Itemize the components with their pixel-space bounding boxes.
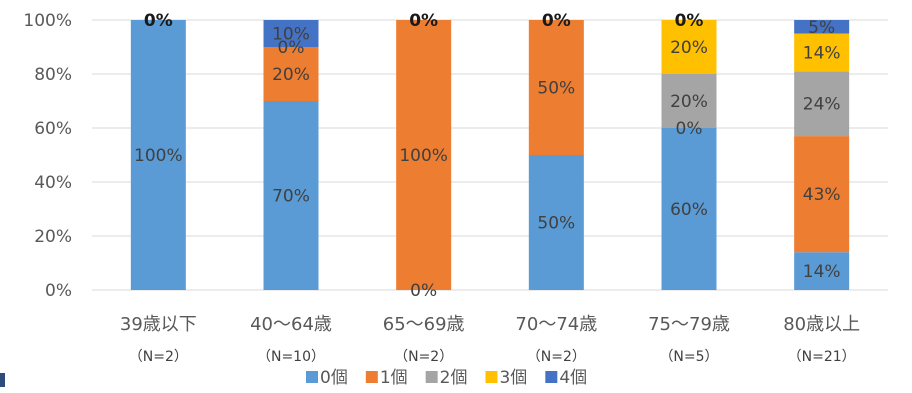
bar-segment [794,136,850,253]
x-category-label: 70～74歳 [515,314,597,335]
data-label: 50% [537,79,575,99]
data-label: 100% [399,146,448,166]
y-tick-label: 0% [45,281,72,301]
data-label: 0% [410,281,437,301]
data-label: 0% [676,119,703,139]
x-category-label: 39歳以下 [120,314,197,335]
legend-label: 3個 [499,368,527,388]
legend-label: 2個 [440,368,468,388]
bar-segment [794,252,850,290]
sample-size-label: （N=10） [257,349,325,365]
data-label: 50% [537,214,575,234]
sample-size-label: （N=2） [394,349,453,365]
y-tick-label: 60% [34,119,72,139]
bar-segment [661,20,717,74]
legend-swatch [545,371,558,383]
data-label: 0% [675,11,704,31]
sample-size-label: （N=21） [788,349,856,365]
y-tick-label: 40% [34,173,72,193]
x-axis: 39歳以下 （N=2） 40～64歳 （N=10） 65～69歳 （N=2） 70～74歳 （… [120,314,860,365]
y-axis: 0% 20% 40% 60% 80% 100% [23,11,72,301]
y-tick-label: 20% [34,227,72,247]
sample-size-label: （N=2） [129,349,188,365]
data-label: 10% [272,25,310,45]
bar-segment [794,71,850,137]
data-label: 0% [542,11,571,31]
legend-label: 4個 [559,368,587,388]
bar-segment [528,155,584,290]
data-label: 20% [670,38,708,58]
legend-swatch [306,371,318,383]
data-label: 24% [803,95,841,115]
bar-segment [130,20,186,290]
data-label: 0% [409,11,438,31]
bar-segment [794,20,850,34]
bar-segment [263,47,319,101]
x-category-label: 40～64歳 [250,314,332,335]
legend-swatch [485,371,498,383]
data-label: 14% [803,43,841,63]
data-label: 0% [278,38,305,58]
legend-swatch [365,371,378,383]
data-label: 14% [803,262,841,282]
x-category-label: 80歳以上 [783,314,860,335]
data-labels: 100%0%70%20%0%10%0%100%0%50%50%0%60%0%20… [134,11,841,301]
bar-segment [661,128,717,290]
legend-label: 1個 [380,368,408,388]
x-category-label: 65～69歳 [383,314,465,335]
data-label: 60% [670,200,708,220]
legend-label: 0個 [320,368,348,388]
bar-segment [396,20,452,290]
gridlines [92,19,888,291]
bar-segment [794,33,850,72]
data-label: 70% [272,187,310,207]
data-label: 43% [803,185,841,205]
corner-marker [0,373,5,387]
data-label: 5% [808,18,835,38]
bar-segment [263,101,319,290]
legend: 0個 1個 2個 3個 4個 [306,368,587,388]
bar-segment [661,74,717,128]
bar-segment [528,20,584,155]
bars [130,20,850,290]
bar-segment [263,20,319,47]
sample-size-label: （N=2） [527,349,586,365]
data-label: 100% [134,146,183,166]
y-tick-label: 80% [34,65,72,85]
y-tick-label: 100% [23,11,72,31]
sample-size-label: （N=5） [659,349,718,365]
x-category-label: 75～79歳 [648,314,730,335]
legend-swatch [425,371,438,383]
data-label: 0% [144,11,173,31]
data-label: 20% [272,65,310,85]
data-label: 20% [670,92,708,112]
